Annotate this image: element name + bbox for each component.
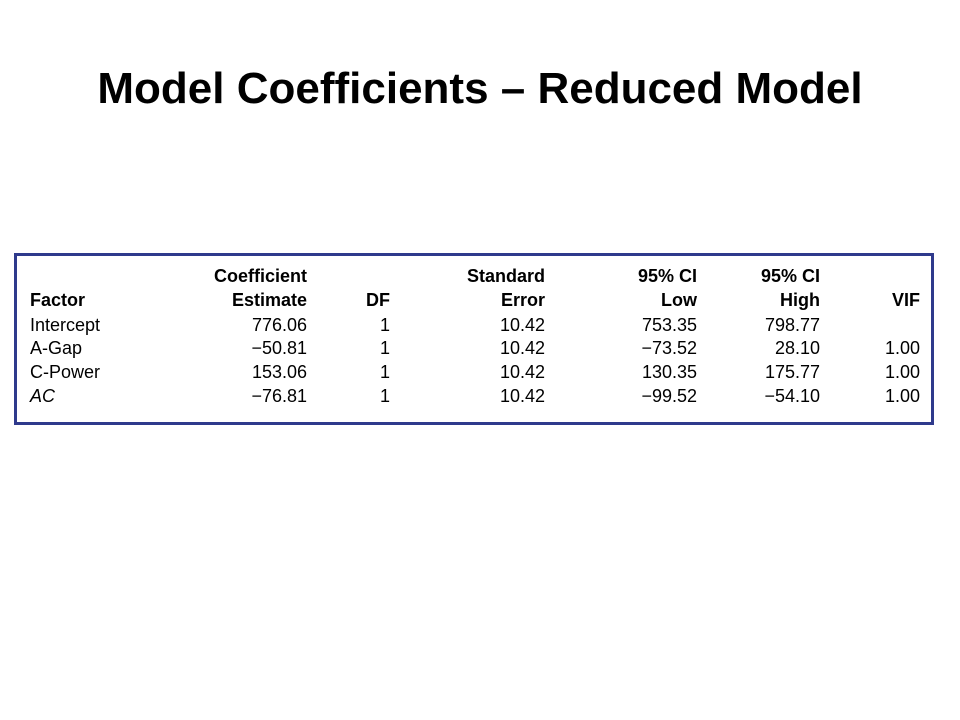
value-cell: −54.10	[764, 386, 820, 406]
slide-title: Model Coefficients – Reduced Model	[97, 64, 863, 113]
value-cell: −73.52	[641, 338, 697, 358]
column-header: High	[780, 290, 820, 310]
column-header: VIF	[891, 290, 920, 310]
value-cell: 753.35	[641, 315, 697, 335]
value-cell: 10.42	[499, 386, 545, 406]
value-cell: 28.10	[774, 338, 820, 358]
value-cell: −99.52	[641, 386, 697, 406]
table-frame	[14, 253, 934, 425]
value-cell: 10.42	[499, 315, 545, 335]
column-header: 95% CI	[637, 266, 697, 286]
value-cell: 1	[379, 315, 390, 335]
column-header: Estimate	[231, 290, 307, 310]
value-cell: 776.06	[251, 315, 307, 335]
column-header: DF	[366, 290, 390, 310]
value-cell: 1	[379, 338, 390, 358]
value-cell: −50.81	[251, 338, 307, 358]
value-cell: 10.42	[499, 362, 545, 382]
factor-cell: A-Gap	[30, 338, 83, 358]
factor-cell: AC	[30, 386, 56, 406]
value-cell: −76.81	[251, 386, 307, 406]
value-cell: 10.42	[499, 338, 545, 358]
value-cell: 1.00	[884, 386, 920, 406]
value-cell: 130.35	[641, 362, 697, 382]
value-cell: 798.77	[764, 315, 820, 335]
column-header: Low	[661, 290, 697, 310]
value-cell: 1.00	[884, 338, 920, 358]
value-cell: 175.77	[764, 362, 820, 382]
value-cell: 1	[379, 386, 390, 406]
column-header: Factor	[30, 290, 86, 310]
value-cell: 1	[379, 362, 390, 382]
value-cell: 1.00	[884, 362, 920, 382]
column-header: 95% CI	[760, 266, 820, 286]
column-header: Coefficient	[213, 266, 307, 286]
column-header: Error	[500, 290, 545, 310]
factor-cell: C-Power	[30, 362, 101, 382]
value-cell: 153.06	[251, 362, 307, 382]
factor-cell: Intercept	[30, 315, 101, 335]
column-header: Standard	[466, 266, 545, 286]
